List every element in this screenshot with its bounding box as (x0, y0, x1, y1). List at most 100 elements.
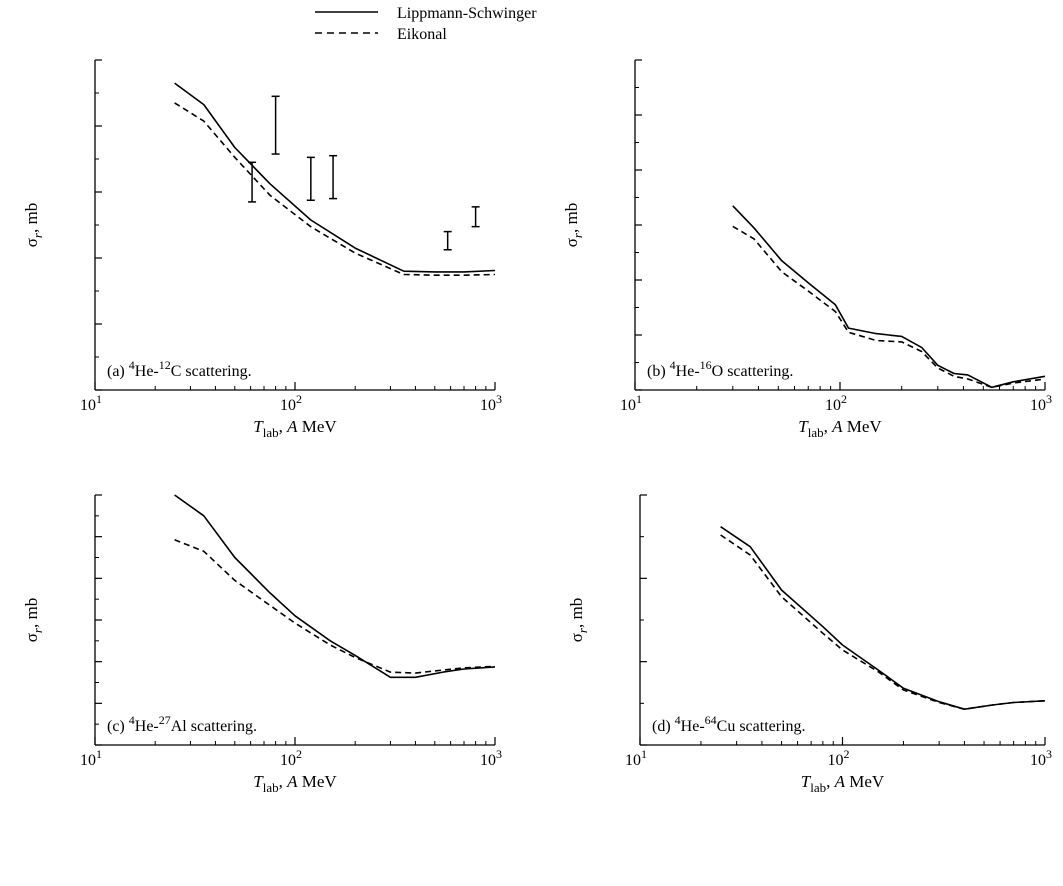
title-superscript-2: 64 (705, 713, 717, 727)
x-tick-label: 103 (480, 392, 502, 414)
xlabel-sep: , (279, 772, 288, 791)
title-text-2: C scattering. (171, 363, 252, 380)
panel-label: (d) (652, 718, 675, 735)
xlabel-subscript: lab (808, 425, 824, 440)
x-tick-base: 10 (80, 397, 96, 414)
x-tick-base: 10 (825, 397, 841, 414)
series-line-eikonal (174, 539, 496, 674)
x-tick-exponent: 2 (296, 392, 302, 406)
chart-panel-4: 101 102 103(d) 4He-64Cu scattering.Tlab, A… (567, 494, 1052, 795)
legend-label-lippmann-schwinger: Lippmann-Schwinger (397, 5, 537, 22)
x-tick-base: 10 (620, 397, 636, 414)
x-tick-label: 101 (620, 392, 642, 414)
x-tick-base: 10 (280, 752, 296, 769)
x-tick-label: 101 (625, 747, 647, 769)
series-line-lippmann-schwinger (174, 82, 496, 273)
panel-label: (c) (107, 718, 129, 735)
ylabel-subscript: r (30, 627, 45, 633)
xlabel-italic: A (834, 772, 846, 791)
title-text-1: He- (135, 718, 159, 735)
title-superscript-2: 12 (159, 358, 171, 372)
xlabel-symbol: T (253, 772, 264, 791)
series-line-lippmann-schwinger (174, 494, 496, 679)
title-superscript-1: 4 (675, 713, 681, 727)
ylabel-symbol: σ (567, 633, 586, 642)
title-text-1: He- (681, 718, 705, 735)
chart-panel-2: 101 102 103(b) 4He-16O scattering.Tlab, A … (562, 59, 1052, 440)
title-text-2: O scattering. (712, 363, 794, 380)
title-superscript-1: 4 (129, 713, 135, 727)
x-tick-label: 102 (280, 392, 302, 414)
ylabel-unit: , mb (567, 598, 586, 628)
series-line-eikonal (720, 534, 1046, 711)
title-superscript-1: 4 (129, 358, 135, 372)
x-axis-label: Tlab, A MeV (798, 417, 882, 440)
xlabel-symbol: T (253, 417, 264, 436)
ylabel-subscript: r (570, 232, 585, 238)
panel-label: (b) (647, 363, 670, 380)
x-tick-label: 102 (825, 392, 847, 414)
title-text-1: He- (135, 363, 159, 380)
x-tick-exponent: 1 (96, 747, 102, 761)
ylabel-symbol: σ (562, 238, 581, 247)
x-tick-base: 10 (80, 752, 96, 769)
xlabel-symbol: T (798, 417, 809, 436)
xlabel-sep: , (826, 772, 835, 791)
x-tick-base: 10 (1030, 752, 1046, 769)
x-tick-exponent: 3 (1046, 392, 1052, 406)
chart-panel-1: 101 102 103(a) 4He-12C scattering.Tlab, A … (22, 59, 502, 440)
x-axis-label: Tlab, A MeV (253, 417, 337, 440)
xlabel-subscript: lab (810, 780, 826, 795)
x-tick-exponent: 3 (496, 392, 502, 406)
xlabel-italic: A (286, 772, 298, 791)
xlabel-sep: , (279, 417, 288, 436)
x-tick-base: 10 (480, 752, 496, 769)
panel-annotation: (a) 4He-12C scattering. (107, 358, 252, 380)
title-superscript-2: 27 (159, 713, 171, 727)
x-tick-exponent: 2 (844, 747, 850, 761)
x-tick-base: 10 (480, 397, 496, 414)
x-tick-label: 101 (80, 747, 102, 769)
panel-annotation: (d) 4He-64Cu scattering. (652, 713, 806, 735)
xlabel-symbol: T (801, 772, 812, 791)
panel-annotation: (c) 4He-27Al scattering. (107, 713, 257, 735)
title-superscript-1: 4 (670, 358, 676, 372)
ylabel-symbol: σ (22, 633, 41, 642)
x-tick-exponent: 2 (296, 747, 302, 761)
panel-annotation: (b) 4He-16O scattering. (647, 358, 793, 380)
xlabel-sep: , (824, 417, 833, 436)
series-line-eikonal (174, 102, 496, 277)
ylabel-symbol: σ (22, 238, 41, 247)
title-text-2: Cu scattering. (717, 718, 806, 735)
x-tick-label: 101 (80, 392, 102, 414)
ylabel-subscript: r (575, 627, 590, 633)
title-superscript-2: 16 (700, 358, 712, 372)
xlabel-unit: MeV (845, 772, 885, 791)
x-tick-label: 103 (480, 747, 502, 769)
chart-panel-3: 101 102 103(c) 4He-27Al scattering.Tlab, A… (22, 494, 502, 795)
x-tick-exponent: 3 (1046, 747, 1052, 761)
y-axis-label: σr, mb (22, 203, 45, 247)
x-tick-label: 103 (1030, 747, 1052, 769)
x-tick-label: 102 (828, 747, 850, 769)
legend: Lippmann-Schwinger Eikonal (315, 5, 537, 43)
x-axis-label: Tlab, A MeV (253, 772, 337, 795)
series-line-lippmann-schwinger (720, 526, 1046, 711)
ylabel-unit: , mb (562, 203, 581, 233)
x-tick-exponent: 1 (636, 392, 642, 406)
xlabel-unit: MeV (298, 417, 338, 436)
x-tick-base: 10 (280, 397, 296, 414)
xlabel-italic: A (831, 417, 843, 436)
xlabel-subscript: lab (263, 780, 279, 795)
x-tick-exponent: 2 (841, 392, 847, 406)
x-tick-base: 10 (625, 752, 641, 769)
xlabel-italic: A (286, 417, 298, 436)
legend-label-eikonal: Eikonal (397, 26, 447, 43)
xlabel-subscript: lab (263, 425, 279, 440)
title-text-2: Al scattering. (171, 718, 257, 735)
x-tick-exponent: 3 (496, 747, 502, 761)
title-text-1: He- (676, 363, 700, 380)
panel-label: (a) (107, 363, 129, 380)
x-tick-exponent: 1 (96, 392, 102, 406)
